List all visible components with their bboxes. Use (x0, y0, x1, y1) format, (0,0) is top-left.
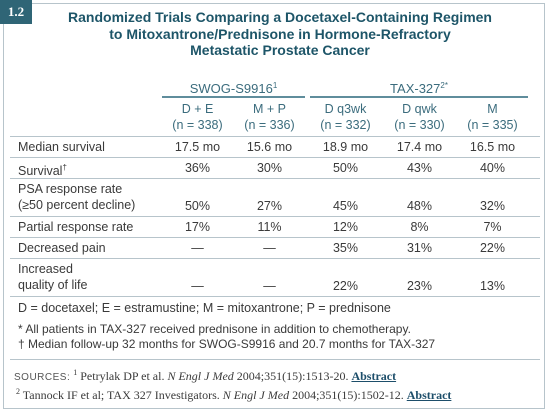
group-underline (310, 96, 528, 98)
figure-title: Randomized Trials Comparing a Docetaxel-… (40, 9, 520, 59)
title-line: Randomized Trials Comparing a Docetaxel-… (68, 9, 492, 25)
row-label-text: Median survival (18, 140, 105, 154)
column-header: (n = 330) (394, 118, 445, 132)
cell: 8% (410, 220, 429, 234)
row-rule (10, 178, 540, 179)
cell: 11% (257, 220, 282, 234)
group-sup: 2* (440, 81, 448, 90)
cell: 22% (479, 241, 506, 255)
cell: 31% (406, 241, 433, 255)
group-header: SWOG-S99161 (156, 78, 311, 97)
cell: 27% (256, 199, 283, 213)
column-header: M (487, 102, 498, 116)
row-rule (10, 216, 540, 217)
source-line: 2 Tannock IF et al; TAX 327 Investigator… (16, 384, 451, 403)
cell: — (263, 241, 276, 255)
row-rule (10, 136, 540, 137)
row-label: Increased (18, 261, 73, 277)
sources-label: SOURCES: (14, 372, 71, 383)
cell: — (191, 279, 204, 293)
cell: 50% (332, 161, 359, 175)
column-header: (n = 336) (244, 118, 295, 132)
column-header: D q3wk (324, 102, 367, 116)
cell: 32% (479, 199, 506, 213)
row-label: PSA response rate (18, 181, 122, 197)
cell: 22% (332, 279, 359, 293)
cell: 36% (184, 161, 211, 175)
cell: 12% (332, 220, 359, 234)
cell: 43% (406, 161, 433, 175)
title-line: Metastatic Prostate Cancer (190, 42, 370, 58)
row-label: Partial response rate (18, 219, 133, 235)
cell: 16.5 mo (469, 140, 516, 154)
cell: 48% (406, 199, 433, 213)
source-authors: Petrylak DP et al. (80, 369, 165, 383)
row-label: (≥50 percent decline) (18, 197, 135, 213)
source-citation: 2004;351(15):1502-12. (292, 388, 404, 402)
cell: 13% (479, 279, 506, 293)
column-header: (n = 338) (172, 118, 223, 132)
row-rule (10, 296, 540, 297)
abbreviations: D = docetaxel; E = estramustine; M = mit… (18, 301, 391, 315)
source-authors: Tannock IF et al; TAX 327 Investigators. (22, 388, 220, 402)
figure-badge: 1.2 (0, 0, 32, 24)
row-label: Decreased pain (18, 240, 106, 256)
row-label: Median survival (18, 139, 105, 155)
group-sup: 1 (272, 81, 278, 90)
separator (10, 359, 540, 360)
cell: 30% (256, 161, 283, 175)
cell: — (191, 241, 204, 255)
cell: — (263, 279, 276, 293)
row-rule (10, 258, 540, 259)
source-line: SOURCES: 1 Petrylak DP et al. N Engl J M… (14, 365, 396, 386)
source-num: 1 (73, 368, 78, 377)
group-name: TAX-327 (390, 81, 441, 96)
cell: 40% (479, 161, 506, 175)
column-header: M + P (253, 102, 286, 116)
source-journal: N Engl J Med (167, 369, 234, 383)
cell: 17% (184, 220, 211, 234)
cell: 18.9 mo (322, 140, 369, 154)
row-label-text: (≥50 percent decline) (18, 198, 136, 212)
title-line: to Mitoxantrone/Prednisone in Hormone-Re… (109, 25, 451, 42)
group-name: SWOG-S9916 (189, 81, 273, 96)
column-header: D qwk (402, 102, 437, 116)
abstract-link[interactable]: Abstract (351, 369, 397, 383)
abstract-link[interactable]: Abstract (406, 388, 452, 402)
row-rule (10, 237, 540, 238)
group-header: TAX-3272* (304, 78, 534, 97)
row-label-text: Increased (18, 262, 73, 276)
source-citation: 2004;351(15):1513-20. (236, 369, 349, 383)
row-label-text: quality of life (18, 278, 88, 292)
row-label: Survival† (18, 160, 67, 179)
row-label-text: Survival (18, 164, 63, 178)
cell: 35% (332, 241, 359, 255)
footnote: * All patients in TAX-327 received predn… (18, 322, 411, 336)
cell: 17.5 mo (174, 140, 221, 154)
column-header: D + E (181, 102, 214, 116)
row-label-sup: † (62, 163, 67, 172)
cell: 50% (184, 199, 211, 213)
cell: 23% (406, 279, 433, 293)
row-label-text: Partial response rate (18, 220, 134, 234)
source-journal: N Engl J Med (222, 388, 290, 402)
column-header: (n = 332) (320, 118, 371, 132)
group-underline (162, 96, 305, 98)
source-num: 2 (16, 387, 20, 396)
row-label-text: PSA response rate (18, 182, 123, 196)
frame (3, 3, 545, 409)
cell: 17.4 mo (396, 140, 443, 154)
cell: 15.6 mo (246, 140, 293, 154)
cell: 45% (332, 199, 359, 213)
footnote: † Median follow-up 32 months for SWOG-S9… (18, 337, 436, 351)
row-label-text: Decreased pain (18, 241, 106, 255)
row-rule (10, 157, 540, 158)
row-label: quality of life (18, 277, 87, 293)
column-header: (n = 335) (467, 118, 518, 132)
cell: 7% (483, 220, 502, 234)
